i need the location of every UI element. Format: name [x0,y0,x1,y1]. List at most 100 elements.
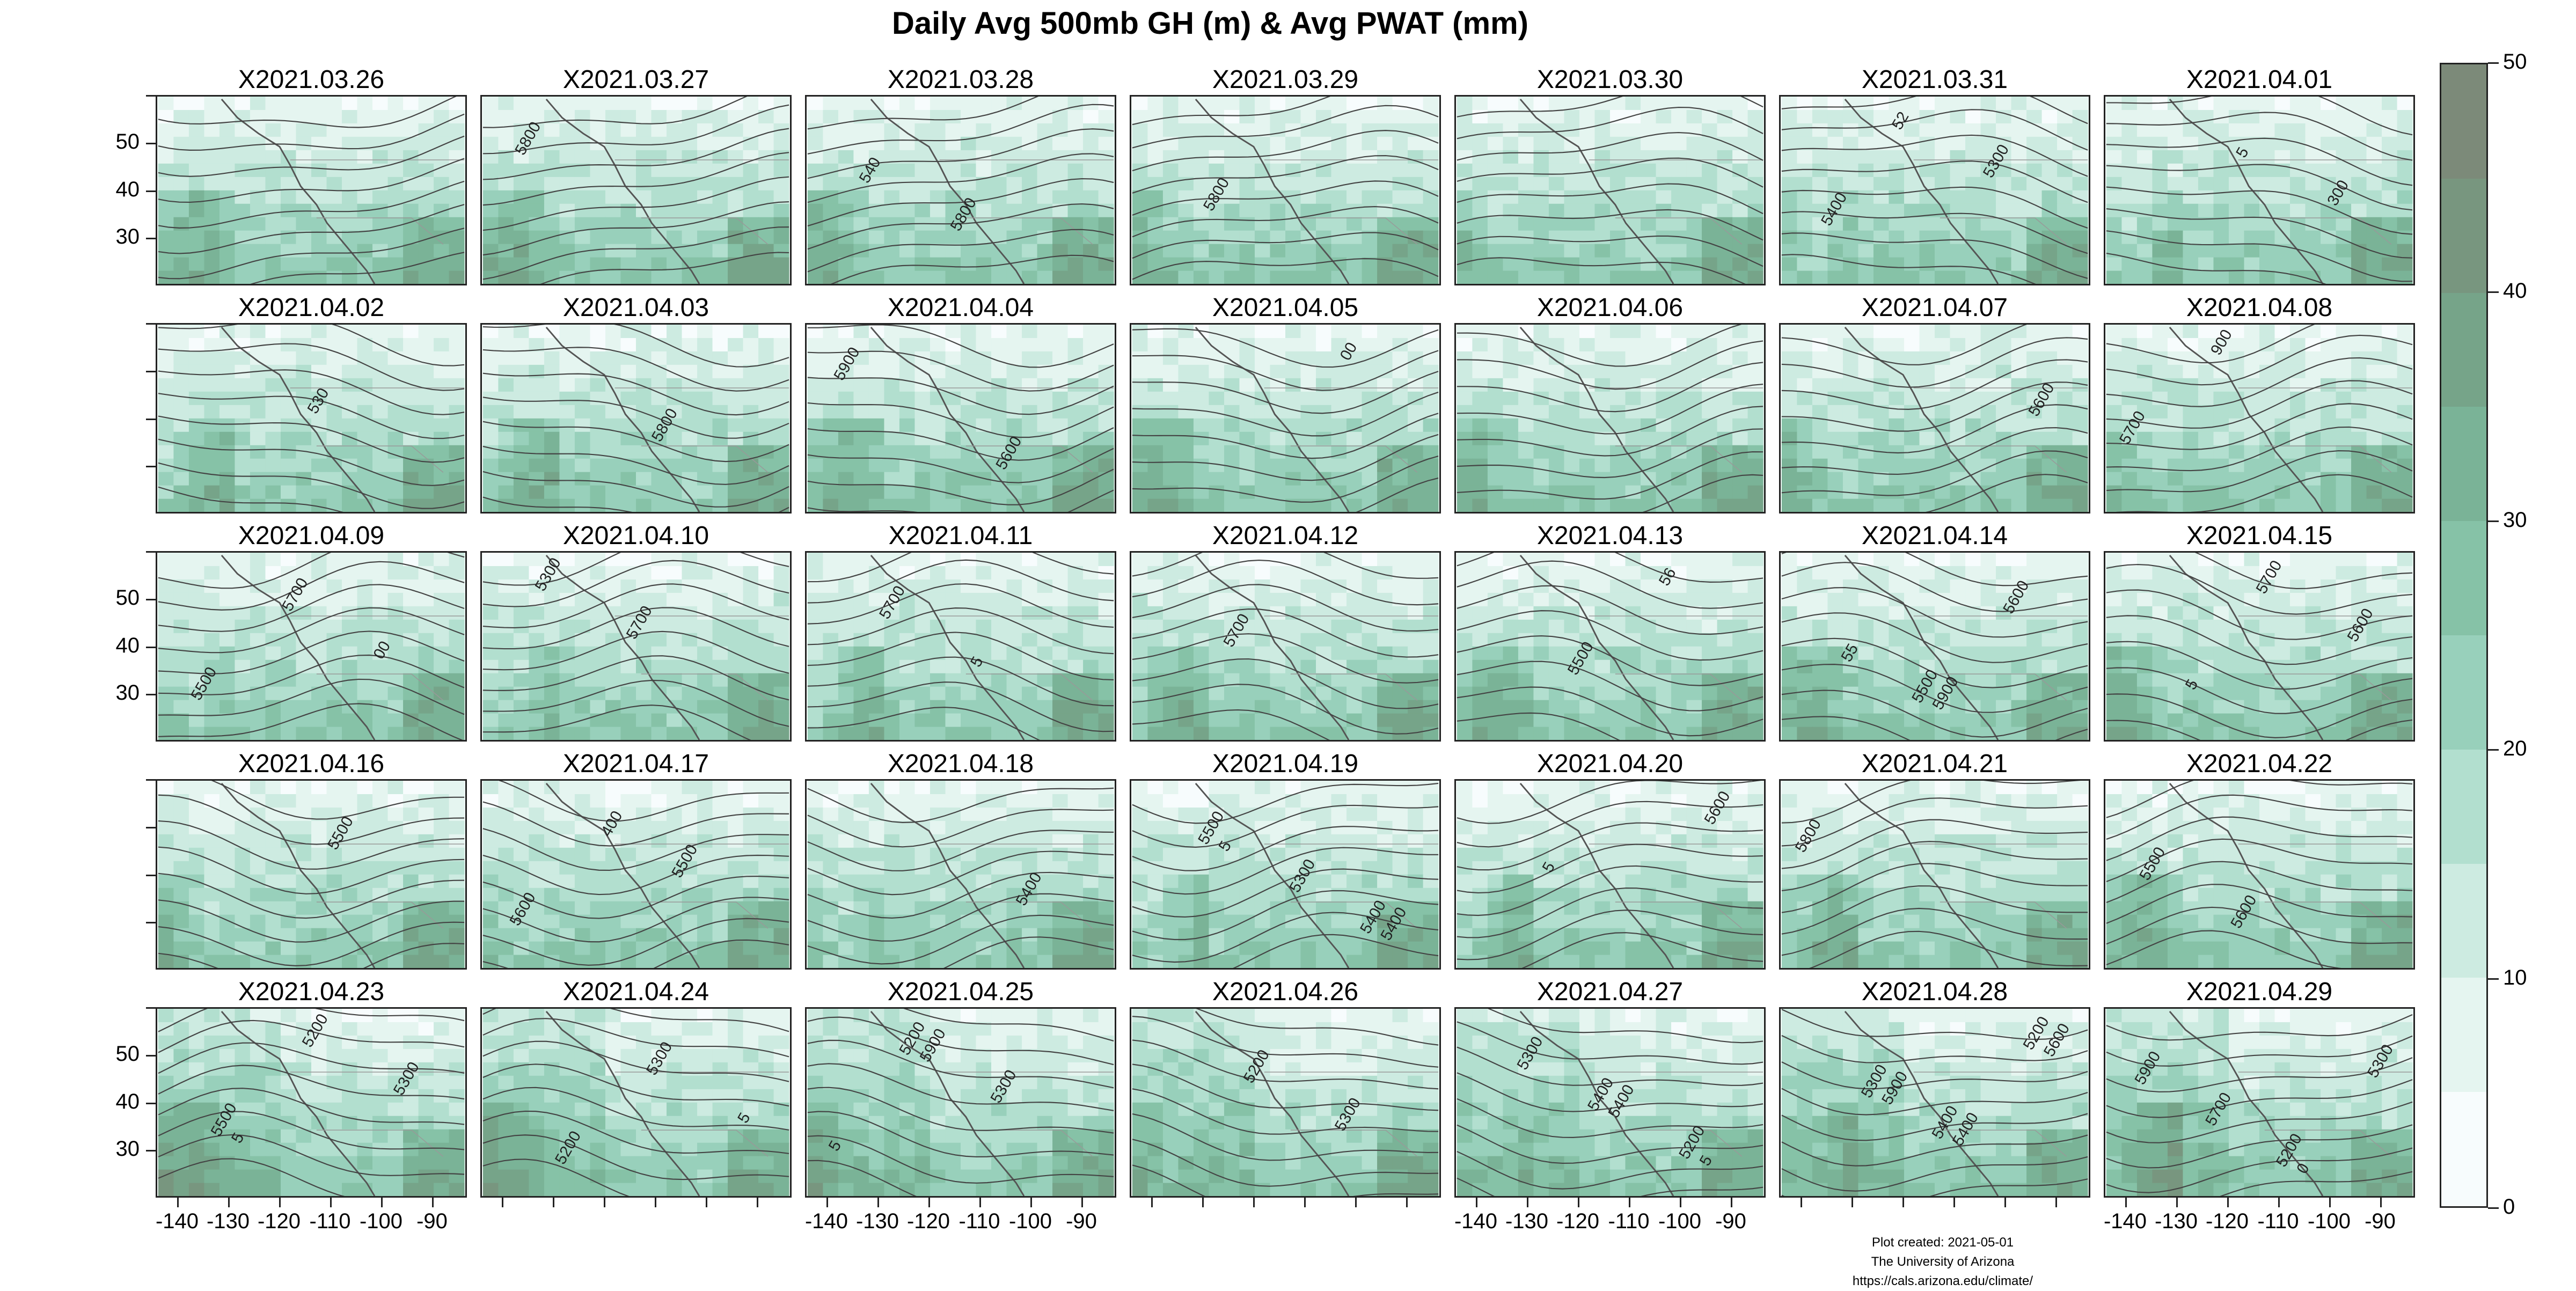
pwat-cell [1935,365,1950,378]
pwat-cell [1827,325,1843,338]
pwat-cell [853,378,869,392]
pwat-cell [713,687,728,700]
pwat-cell [728,271,743,284]
pwat-cell [2011,244,2027,258]
pwat-cell [914,351,930,365]
pwat-cell [853,620,869,633]
pwat-cell [311,687,327,700]
pwat-cell [1331,231,1347,244]
pwat-cell [1935,97,1950,110]
pwat-cell [808,606,823,620]
pwat-cell [1579,499,1595,512]
pwat-cell [2259,392,2275,405]
pwat-cell [2198,419,2214,432]
pwat-cell [1037,419,1053,432]
pwat-cell [1224,419,1240,432]
pwat-cell [1732,258,1748,271]
pwat-cell [590,392,605,405]
pwat-cell [1068,647,1084,660]
pwat-cell [1007,338,1022,351]
pwat-cell [1935,472,1950,486]
pwat-cell [1037,620,1053,633]
pwat-cell [173,338,189,351]
pwat-cell [559,419,575,432]
pwat-cell [1209,271,1224,284]
pwat-cell [189,177,204,190]
pwat-cell [1423,164,1439,177]
pwat-cell [1812,110,1828,123]
pwat-cell [1255,445,1270,459]
pwat-cell [2057,177,2073,190]
pwat-cell [1068,190,1084,204]
pwat-cell [1858,445,1874,459]
pwat-cell [281,660,296,673]
pwat-cell [1316,432,1331,445]
pwat-cell [2306,123,2321,137]
pwat-cell [2336,137,2352,150]
pwat-cell [219,405,235,419]
pwat-cell [403,620,419,633]
pwat-cell [311,150,327,164]
pwat-cell [1797,325,1812,338]
pwat-cell [372,137,388,150]
pwat-cell [899,164,915,177]
pwat-cell [2351,97,2367,110]
pwat-cell [2397,190,2413,204]
pwat-cell [1671,271,1687,284]
pwat-cell [945,258,961,271]
pwat-cell [2073,325,2088,338]
pwat-cell [1393,97,1408,110]
pwat-cell [884,486,899,499]
pwat-cell [1564,378,1579,392]
pwat-cell [697,445,713,459]
pwat-cell [774,338,789,351]
pwat-cell [483,633,499,647]
pwat-cell [1239,325,1255,338]
pwat-cell [2198,204,2214,217]
pwat-cell [372,97,388,110]
pwat-cell [173,365,189,378]
pwat-cell [2198,472,2214,486]
pwat-cell [403,271,419,284]
pwat-cell [991,392,1007,405]
pwat-cell [682,97,698,110]
pwat-cell [434,351,449,365]
pwat-cell [2367,365,2382,378]
pwat-cell [2336,150,2352,164]
pwat-cell [1472,405,1488,419]
pwat-cell [1843,123,1858,137]
pwat-cell [2042,499,2058,512]
pwat-cell [529,204,544,217]
pwat-cell [1099,714,1114,727]
pwat-cell [823,566,838,580]
pwat-cell [1797,150,1812,164]
map-panel: 5800 [480,95,792,285]
pwat-cell [1209,472,1224,486]
pwat-cell [682,164,698,177]
pwat-cell [682,204,698,217]
pwat-cell [1671,217,1687,231]
pwat-cell [1022,338,1037,351]
pwat-cell [498,392,514,405]
pwat-cell [1965,177,1981,190]
pwat-cell [281,365,296,378]
pwat-cell [1022,660,1037,673]
pwat-cell [682,647,698,660]
pwat-cell [1239,378,1255,392]
pwat-cell [652,351,667,365]
pwat-cell [823,378,838,392]
pwat-cell [575,553,590,566]
pwat-cell [1194,445,1209,459]
pwat-cell [1007,405,1022,419]
pwat-cell [204,606,219,620]
pwat-cell [2397,123,2413,137]
pwat-cell [296,432,311,445]
pwat-cell [281,204,296,217]
pwat-cell [1732,472,1748,486]
pwat-cell [914,459,930,472]
pwat-cell [219,123,235,137]
pwat-cell [449,486,465,499]
pwat-cell [758,137,774,150]
pwat-cell [1147,486,1163,499]
pwat-cell [2321,110,2336,123]
